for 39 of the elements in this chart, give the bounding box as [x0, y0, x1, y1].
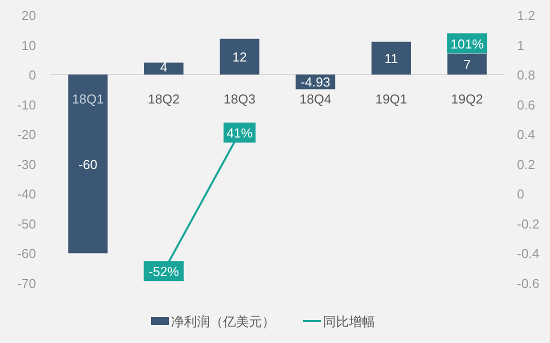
- data-label: 11: [384, 51, 398, 66]
- data-label: -60: [78, 156, 98, 172]
- y2-tick-label: 0.6: [517, 97, 536, 112]
- x-tick-label: 18Q4: [300, 92, 332, 107]
- x-tick-label: 18Q3: [224, 92, 256, 107]
- y2-tick-label: 1.2: [517, 8, 536, 23]
- bar: [447, 54, 487, 75]
- x-tick-label: 18Q1: [72, 92, 104, 107]
- y-tick-label: 20: [22, 8, 36, 23]
- bar: [372, 42, 411, 75]
- y2-tick-label: 0: [517, 186, 524, 202]
- y-tick-label: -60: [17, 246, 36, 262]
- data-label: 7: [463, 57, 471, 72]
- y2-tick-label: -0.6: [517, 276, 540, 291]
- y2-tick-label: -0.2: [517, 216, 540, 232]
- x-tick-label: 19Q1: [375, 92, 408, 107]
- y2-tick-label: 0.2: [517, 156, 536, 172]
- y-tick-label: -20: [17, 127, 36, 142]
- y2-tick-label: 0.4: [517, 127, 536, 142]
- y-tick-label: -40: [17, 186, 36, 202]
- data-label: 12: [232, 50, 247, 65]
- x-tick-label: 19Q2: [451, 92, 483, 107]
- y-tick-label: -50: [17, 216, 36, 232]
- data-label: 4: [160, 60, 168, 75]
- y2-tick-label: 0.8: [517, 68, 536, 83]
- legend-label: 净利润（亿美元）: [171, 314, 275, 330]
- legend-label: 同比增幅: [323, 315, 375, 330]
- y-tick-label: -70: [17, 276, 36, 291]
- data-label: -4.93: [300, 74, 330, 90]
- y2-tick-label: 1: [517, 38, 524, 53]
- bar: [220, 38, 260, 75]
- bar: [68, 74, 108, 254]
- bar: [144, 62, 184, 75]
- y2-tick-label: -0.4: [517, 246, 540, 262]
- y-tick-label: 0: [28, 68, 36, 83]
- y-tick-label: -30: [17, 156, 36, 172]
- y-tick-label: -10: [17, 97, 36, 112]
- x-tick-label: 18Q2: [148, 92, 180, 107]
- y-tick-label: 10: [22, 38, 36, 53]
